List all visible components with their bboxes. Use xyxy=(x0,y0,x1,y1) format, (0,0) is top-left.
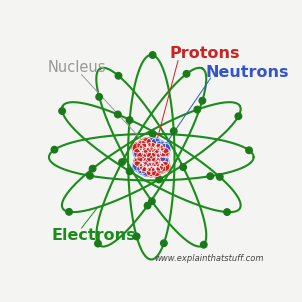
Circle shape xyxy=(161,240,167,246)
Circle shape xyxy=(137,164,147,174)
Circle shape xyxy=(126,117,133,123)
Circle shape xyxy=(156,152,166,162)
Circle shape xyxy=(156,176,162,183)
Circle shape xyxy=(151,157,161,167)
Circle shape xyxy=(159,147,169,158)
Text: Neutrons: Neutrons xyxy=(206,65,289,80)
Circle shape xyxy=(139,161,149,172)
Circle shape xyxy=(207,173,214,179)
Circle shape xyxy=(87,172,93,179)
Circle shape xyxy=(146,166,156,177)
Text: Electrons: Electrons xyxy=(51,228,136,243)
Circle shape xyxy=(59,108,66,114)
Circle shape xyxy=(151,138,161,148)
Circle shape xyxy=(154,144,164,154)
Circle shape xyxy=(146,152,156,162)
Circle shape xyxy=(201,242,207,248)
Circle shape xyxy=(156,141,166,151)
Circle shape xyxy=(154,161,164,171)
Text: Nucleus: Nucleus xyxy=(48,60,106,75)
Circle shape xyxy=(156,163,166,173)
Circle shape xyxy=(134,157,144,167)
Circle shape xyxy=(246,147,252,153)
Circle shape xyxy=(144,202,151,209)
Circle shape xyxy=(142,157,152,167)
Circle shape xyxy=(133,148,144,158)
Text: Protons: Protons xyxy=(170,46,240,61)
Circle shape xyxy=(142,147,152,158)
Circle shape xyxy=(180,164,186,170)
Circle shape xyxy=(171,128,177,134)
Circle shape xyxy=(151,148,162,158)
Circle shape xyxy=(146,142,156,153)
Circle shape xyxy=(149,131,156,137)
Circle shape xyxy=(115,72,122,79)
Circle shape xyxy=(146,162,156,172)
Circle shape xyxy=(160,161,170,172)
Circle shape xyxy=(159,156,169,166)
Circle shape xyxy=(126,168,133,175)
Circle shape xyxy=(217,174,223,180)
Circle shape xyxy=(151,166,161,177)
Text: www.explainthatstuff.com: www.explainthatstuff.com xyxy=(155,254,264,263)
Circle shape xyxy=(96,94,102,100)
Circle shape xyxy=(142,138,152,148)
Circle shape xyxy=(137,152,147,162)
Circle shape xyxy=(89,165,96,172)
Circle shape xyxy=(235,113,242,120)
Circle shape xyxy=(194,106,201,113)
Circle shape xyxy=(183,71,190,77)
Circle shape xyxy=(51,146,58,153)
Circle shape xyxy=(139,143,149,153)
Circle shape xyxy=(146,138,156,148)
Circle shape xyxy=(114,111,121,118)
Circle shape xyxy=(137,140,147,151)
Circle shape xyxy=(224,209,230,215)
Circle shape xyxy=(160,143,170,153)
Circle shape xyxy=(142,166,152,176)
Circle shape xyxy=(66,209,72,215)
Circle shape xyxy=(119,159,125,165)
Circle shape xyxy=(149,198,155,204)
Circle shape xyxy=(199,98,206,104)
Circle shape xyxy=(132,143,143,153)
Circle shape xyxy=(133,233,140,240)
Circle shape xyxy=(149,52,156,58)
Circle shape xyxy=(133,161,143,171)
Circle shape xyxy=(95,240,101,247)
